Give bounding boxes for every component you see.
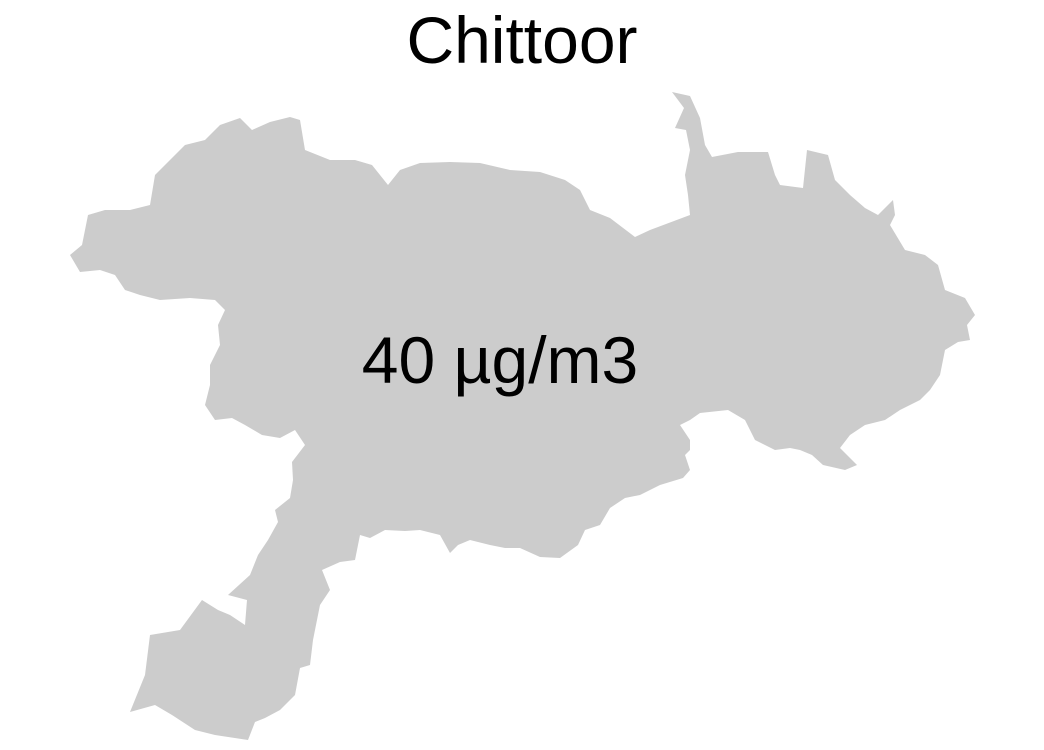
map-title: Chittoor [406, 3, 638, 77]
pollution-value-label: 40 µg/m3 [361, 323, 639, 397]
district-shape-chittoor [70, 92, 975, 740]
